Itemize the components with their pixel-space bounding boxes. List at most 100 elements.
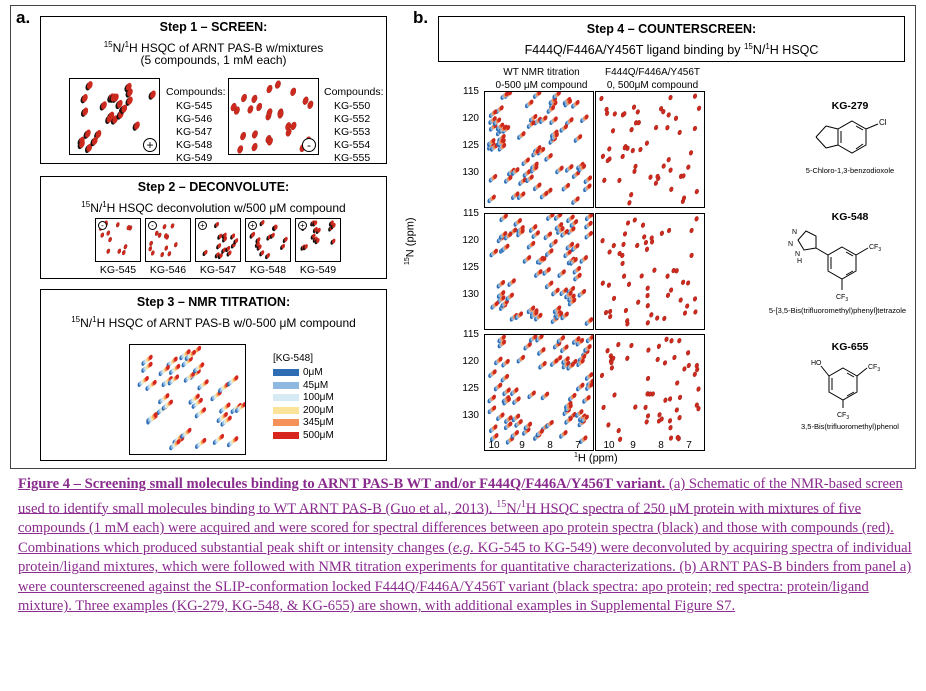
peak: [662, 315, 667, 322]
peak: [500, 412, 505, 418]
hsqc-spectrum: [595, 91, 705, 208]
peak: [515, 167, 520, 173]
peak: [589, 230, 593, 236]
peak: [605, 348, 610, 354]
tetrazole-n-top: N: [792, 229, 797, 236]
peak: [106, 248, 111, 254]
peak: [271, 232, 275, 238]
peak: [649, 312, 654, 318]
peak: [501, 295, 506, 301]
peak: [648, 174, 653, 180]
peak: [497, 117, 502, 123]
hsqc-spectrum: [595, 334, 705, 451]
peak: [154, 230, 159, 236]
hsqc-peaks: [487, 333, 595, 445]
peak: [500, 137, 505, 143]
step1-title: Step 1 – SCREEN:: [159, 20, 268, 34]
peak: [501, 334, 506, 340]
peak: [95, 130, 102, 139]
peak: [623, 231, 627, 237]
peak: [645, 320, 650, 326]
peak: [609, 360, 614, 366]
peak: [506, 387, 511, 393]
peak: [230, 103, 237, 112]
peak: [539, 333, 544, 339]
peak: [617, 250, 622, 257]
peak: [492, 394, 496, 400]
peak: [251, 232, 255, 238]
peak: [503, 213, 508, 219]
peak: [531, 305, 536, 311]
y-axis-label: 15N (ppm): [404, 217, 417, 265]
peak: [645, 303, 650, 309]
peak: [665, 273, 670, 279]
peak: [541, 347, 546, 353]
compound-item: KG-553: [334, 126, 371, 138]
peak: [197, 345, 202, 351]
deconv-label: KG-546: [149, 264, 187, 276]
peak: [567, 249, 572, 255]
peak: [607, 146, 612, 152]
peak: [531, 390, 536, 396]
peak: [231, 233, 236, 239]
peak: [199, 397, 203, 403]
hsqc-spectrum: [484, 212, 594, 330]
peak: [645, 293, 650, 299]
hsqc-peaks: [600, 216, 699, 327]
peak: [527, 255, 532, 261]
peak: [202, 407, 207, 413]
peak: [526, 157, 530, 163]
molecule-kg548-structure: N N N H CF3 CF3: [788, 229, 881, 303]
peak: [224, 411, 228, 418]
deconv-spectrum: -: [145, 218, 191, 262]
step2-line1: 15N/1H HSQC deconvolution w/500 μM compo…: [81, 200, 346, 215]
step1-spectrum-2: -: [228, 78, 319, 155]
peak: [529, 99, 534, 105]
peak: [516, 413, 521, 419]
peak: [689, 150, 693, 156]
peak: [661, 109, 666, 115]
legend-swatch: [273, 406, 299, 414]
peak: [521, 354, 526, 360]
peak: [584, 114, 589, 120]
peak: [576, 336, 581, 342]
x-axis-label: 1H (ppm): [574, 452, 618, 465]
deconv-spectrum: +: [245, 218, 291, 262]
peak: [569, 117, 574, 123]
peak: [584, 414, 589, 420]
peak: [247, 105, 254, 114]
peak: [266, 108, 273, 117]
peak: [521, 131, 526, 137]
peak: [697, 105, 702, 111]
peak: [521, 191, 526, 197]
legend-label: 500μM: [303, 429, 334, 441]
peak: [683, 310, 687, 316]
peak: [568, 403, 573, 409]
legend-label: 200μM: [303, 404, 334, 416]
peak: [558, 212, 563, 218]
peak: [599, 95, 604, 102]
peak: [678, 394, 682, 400]
peak: [627, 200, 632, 206]
peak: [612, 392, 617, 398]
compound-item: KG-554: [334, 139, 371, 151]
peak: [543, 115, 548, 121]
peak: [551, 105, 556, 111]
peak: [504, 91, 509, 97]
peak: [563, 430, 568, 436]
peak: [290, 121, 297, 130]
x-tick-label: 7: [575, 440, 581, 451]
peak: [573, 257, 578, 263]
peak: [145, 375, 149, 382]
peak: [622, 273, 627, 279]
peak: [86, 81, 93, 90]
sign-badge: -: [148, 221, 157, 230]
peak: [568, 98, 573, 104]
tetrazole-h: H: [797, 258, 802, 265]
peak: [571, 285, 576, 292]
peak: [584, 255, 588, 261]
legend-label: 345μM: [303, 417, 334, 428]
titration-overlay: [137, 345, 247, 451]
peak: [108, 237, 112, 243]
peak: [174, 242, 178, 248]
